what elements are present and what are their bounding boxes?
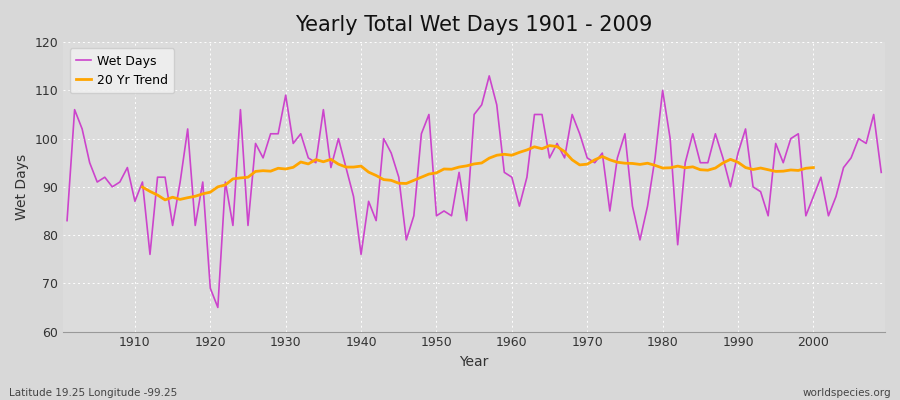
Line: Wet Days: Wet Days [68,76,881,308]
Legend: Wet Days, 20 Yr Trend: Wet Days, 20 Yr Trend [69,48,175,93]
20 Yr Trend [544,143,555,148]
20 Yr Trend [619,161,630,166]
Wet Days [876,170,886,175]
Title: Yearly Total Wet Days 1901 - 2009: Yearly Total Wet Days 1901 - 2009 [295,15,652,35]
20 Yr Trend [793,168,804,173]
Wet Days [340,165,351,170]
20 Yr Trend [725,157,736,162]
Wet Days [295,131,306,136]
Wet Days [521,175,532,180]
Wet Days [122,165,133,170]
Y-axis label: Wet Days: Wet Days [15,154,29,220]
Wet Days [514,204,525,208]
20 Yr Trend [137,185,148,190]
Wet Days [212,305,223,310]
X-axis label: Year: Year [460,355,489,369]
Text: worldspecies.org: worldspecies.org [803,388,891,398]
Line: 20 Yr Trend: 20 Yr Trend [142,146,814,200]
Wet Days [484,74,495,78]
20 Yr Trend [235,176,246,180]
20 Yr Trend [348,165,359,170]
20 Yr Trend [808,165,819,170]
20 Yr Trend [710,166,721,170]
Wet Days [62,218,73,223]
Wet Days [612,156,623,160]
20 Yr Trend [159,198,170,202]
Text: Latitude 19.25 Longitude -99.25: Latitude 19.25 Longitude -99.25 [9,388,177,398]
